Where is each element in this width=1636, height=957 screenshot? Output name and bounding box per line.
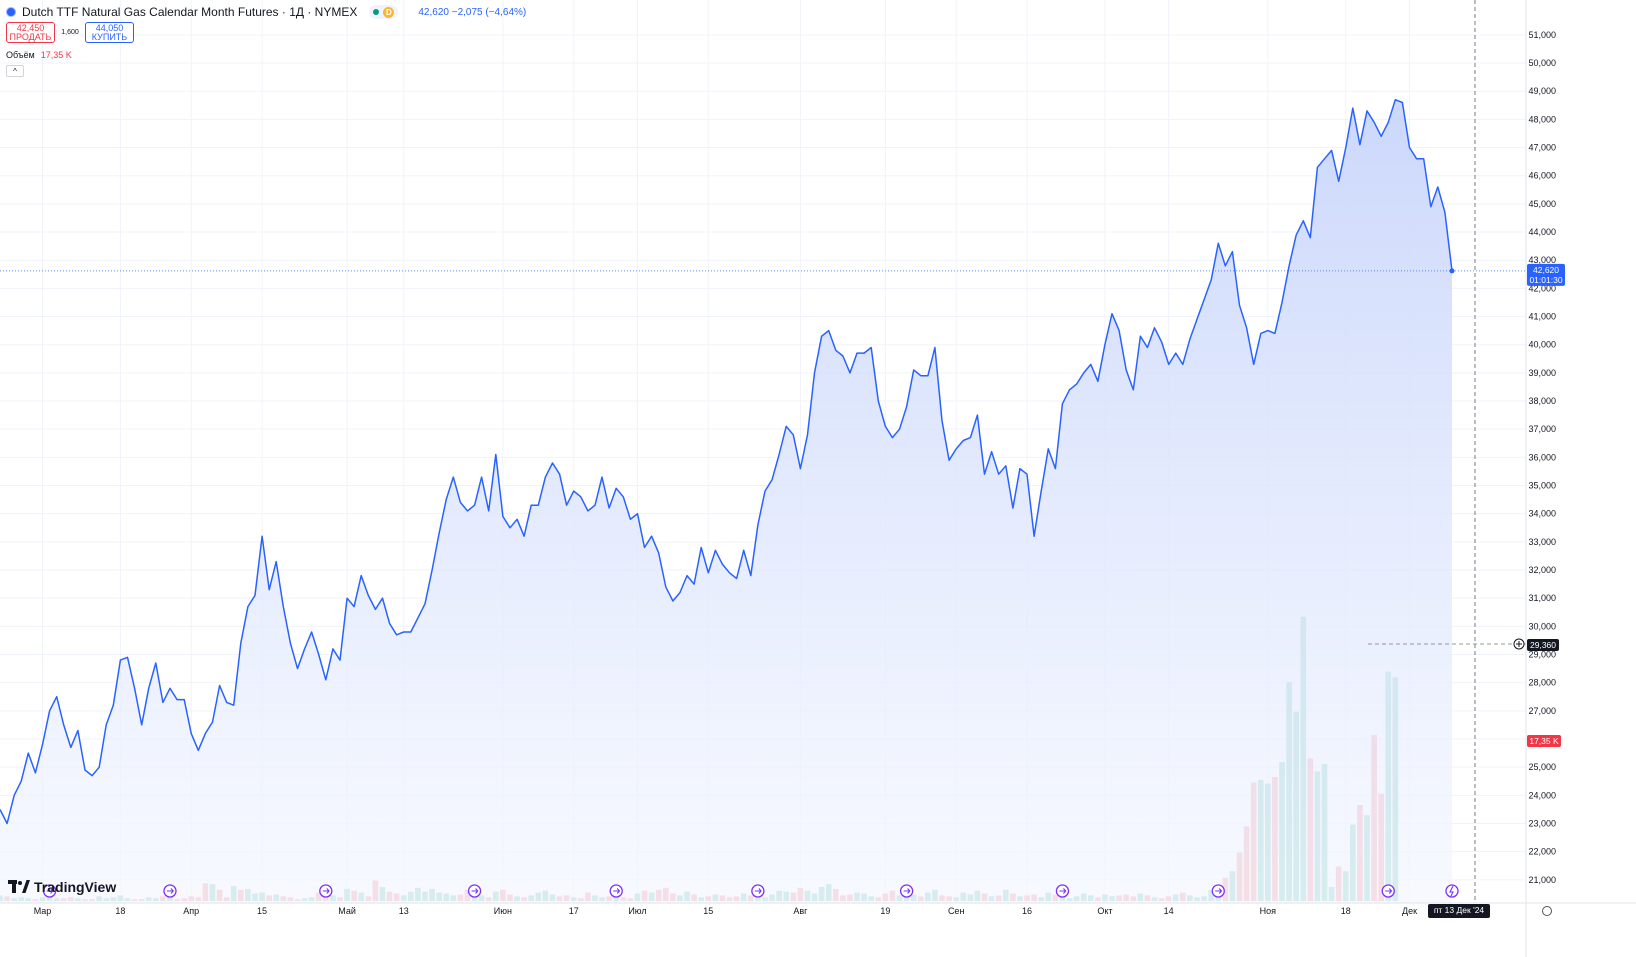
y-tick-label: 29,000 (1528, 650, 1556, 660)
tradingview-logo-icon (8, 880, 30, 893)
sell-button[interactable]: 42,450 ПРОДАТЬ (6, 22, 55, 43)
chart-settings-icon[interactable] (1542, 906, 1552, 916)
y-tick-label: 31,000 (1528, 593, 1556, 603)
y-tick-label: 23,000 (1528, 818, 1556, 828)
x-tick-label: 14 (1164, 906, 1174, 916)
event-arrow-icon (166, 888, 174, 894)
plus-icon (1516, 641, 1522, 647)
market-open-icon (373, 9, 380, 15)
y-tick-label: 47,000 (1528, 143, 1556, 153)
y-tick-label: 42,000 (1528, 283, 1556, 293)
x-tick-label: Май (338, 906, 356, 916)
x-tick-label: 15 (257, 906, 267, 916)
delayed-data-icon: D (383, 6, 395, 18)
volume-last-label: 17,35 K (1527, 735, 1561, 747)
x-tick-label: Сен (948, 906, 965, 916)
volume-last-label-text: 17,35 K (1529, 736, 1559, 746)
event-arrow-icon (46, 888, 54, 894)
symbol-title[interactable]: Dutch TTF Natural Gas Calendar Month Fut… (22, 5, 358, 19)
x-tick-label: 18 (115, 906, 125, 916)
price-line (0, 98, 1453, 825)
x-tick-label: Дек (1402, 906, 1417, 916)
last-price-label-text: 42,620 (1533, 265, 1559, 275)
x-tick-label: 19 (880, 906, 890, 916)
event-arrow-icon (1385, 888, 1393, 894)
last-quote: 42,620 −2,075 (−4,64%) (418, 6, 527, 18)
y-tick-label: 44,000 (1528, 227, 1556, 237)
x-tick-label: 15 (703, 906, 713, 916)
event-arrow-icon (613, 888, 621, 894)
y-tick-label: 37,000 (1528, 424, 1556, 434)
x-tick-label: Мар (34, 906, 52, 916)
symbol-legend: Dutch TTF Natural Gas Calendar Month Fut… (6, 4, 526, 20)
x-tick-label: Июл (628, 906, 646, 916)
y-tick-label: 50,000 (1528, 58, 1556, 68)
sell-price: 42,450 (16, 22, 45, 33)
event-arrow-icon (754, 888, 762, 894)
crosshair-price-label: 29,360 (1527, 639, 1559, 651)
event-arrow-icon (1215, 888, 1223, 894)
x-tick-label: Авг (793, 906, 808, 916)
y-tick-label: 30,000 (1528, 621, 1556, 631)
earnings-marker-icon (1445, 884, 1459, 898)
volume-legend-label: Объём (6, 50, 35, 60)
x-tick-label: Апр (183, 906, 199, 916)
y-tick-label: 27,000 (1528, 706, 1556, 716)
y-tick-label: 51,000 (1528, 30, 1556, 40)
buy-button[interactable]: 44,050 КУПИТЬ (85, 22, 134, 43)
x-tick-label: 16 (1022, 906, 1032, 916)
crosshair-date-label-text: пт 13 Дек '24 (1434, 905, 1485, 915)
buy-label: КУПИТЬ (91, 31, 128, 42)
y-tick-label: 45,000 (1528, 199, 1556, 209)
x-tick-label: Ноя (1260, 906, 1277, 916)
y-tick-label: 22,000 (1528, 847, 1556, 857)
x-tick-label: 18 (1341, 906, 1351, 916)
y-tick-label: 41,000 (1528, 312, 1556, 322)
y-tick-label: 24,000 (1528, 790, 1556, 800)
y-tick-label: 49,000 (1528, 86, 1556, 96)
crosshair-date-label: пт 13 Дек '24 (1428, 904, 1490, 918)
event-arrow-icon (1059, 888, 1067, 894)
market-status[interactable]: D (369, 5, 399, 19)
trade-panel: 42,450 ПРОДАТЬ 1,600 44,050 КУПИТЬ (6, 22, 134, 43)
y-tick-label: 34,000 (1528, 509, 1556, 519)
tradingview-logo[interactable]: TradingView (8, 879, 116, 895)
y-tick-label: 48,000 (1528, 114, 1556, 124)
event-arrow-icon (471, 888, 479, 894)
y-tick-label: 21,000 (1528, 875, 1556, 885)
sell-label: ПРОДАТЬ (9, 31, 52, 42)
y-tick-label: 40,000 (1528, 340, 1556, 350)
x-tick-label: 13 (399, 906, 409, 916)
crosshair-price-label-text: 29,360 (1530, 640, 1556, 650)
event-arrow-icon (903, 888, 911, 894)
y-tick-label: 33,000 (1528, 537, 1556, 547)
y-tick-label: 46,000 (1528, 171, 1556, 181)
volume-legend[interactable]: Объём 17,35 K (6, 50, 72, 60)
y-tick-label: 25,000 (1528, 762, 1556, 772)
y-tick-label: 38,000 (1528, 396, 1556, 406)
y-tick-label: 32,000 (1528, 565, 1556, 575)
y-tick-label: 39,000 (1528, 368, 1556, 378)
volume-legend-value: 17,35 K (40, 50, 72, 60)
symbol-logo-icon (6, 7, 16, 17)
buy-price: 44,050 (95, 22, 124, 33)
price-area-fill (0, 99, 1452, 903)
x-tick-label: Июн (494, 906, 512, 916)
x-tick-label: 17 (569, 906, 579, 916)
last-price-dot (1449, 268, 1455, 274)
tradingview-logo-text: TradingView (34, 879, 117, 895)
y-tick-label: 43,000 (1528, 255, 1556, 265)
x-tick-label: Окт (1097, 906, 1112, 916)
y-tick-label: 28,000 (1528, 678, 1556, 688)
event-arrow-icon (322, 888, 330, 894)
collapse-legend-button[interactable]: ^ (6, 65, 24, 77)
chevron-up-icon: ^ (13, 66, 17, 76)
last-price-label-text: 01:01:30 (1529, 275, 1562, 285)
lightning-icon (1449, 885, 1454, 897)
y-tick-label: 36,000 (1528, 452, 1556, 462)
spread-value: 1,600 (61, 29, 79, 36)
y-tick-label: 35,000 (1528, 481, 1556, 491)
